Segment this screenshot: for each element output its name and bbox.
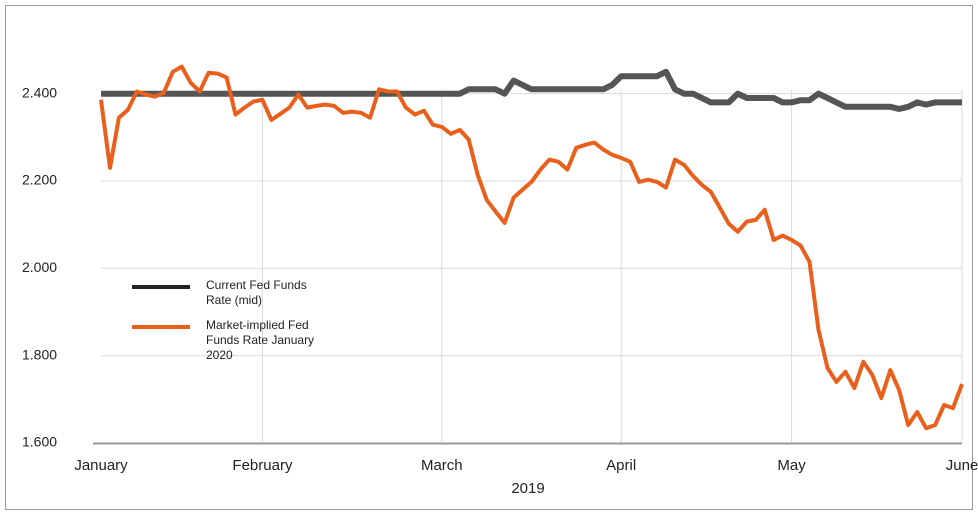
legend-swatch (132, 285, 190, 289)
x-axis-label: 2019 (511, 480, 544, 497)
legend: Current Fed Funds Rate (mid) Market-impli… (132, 278, 352, 373)
y-tick-label: 1.800 (22, 346, 57, 362)
y-tick-label: 1.600 (22, 434, 57, 450)
y-tick-label: 2.000 (22, 259, 57, 275)
x-tick-label: March (421, 457, 463, 474)
x-tick-label: May (777, 457, 806, 474)
y-tick-label: 2.400 (22, 84, 57, 100)
x-tick-label: February (232, 457, 293, 474)
x-tick-label: April (606, 457, 636, 474)
legend-label: Current Fed Funds Rate (mid) (206, 278, 307, 307)
x-tick-label: January (74, 457, 128, 474)
legend-label: Market-implied Fed Funds Rate January 20… (206, 318, 315, 362)
marks (99, 64, 964, 431)
legend-swatch (132, 325, 190, 329)
legend-entry: Market-implied Fed Funds Rate January 20… (132, 318, 352, 363)
x-tick-label: June (946, 457, 978, 474)
y-tick-label: 2.200 (22, 172, 57, 188)
series-line (99, 64, 964, 431)
frame (5, 5, 973, 510)
series-line (101, 68, 962, 112)
legend-entry: Current Fed Funds Rate (mid) (132, 278, 352, 308)
